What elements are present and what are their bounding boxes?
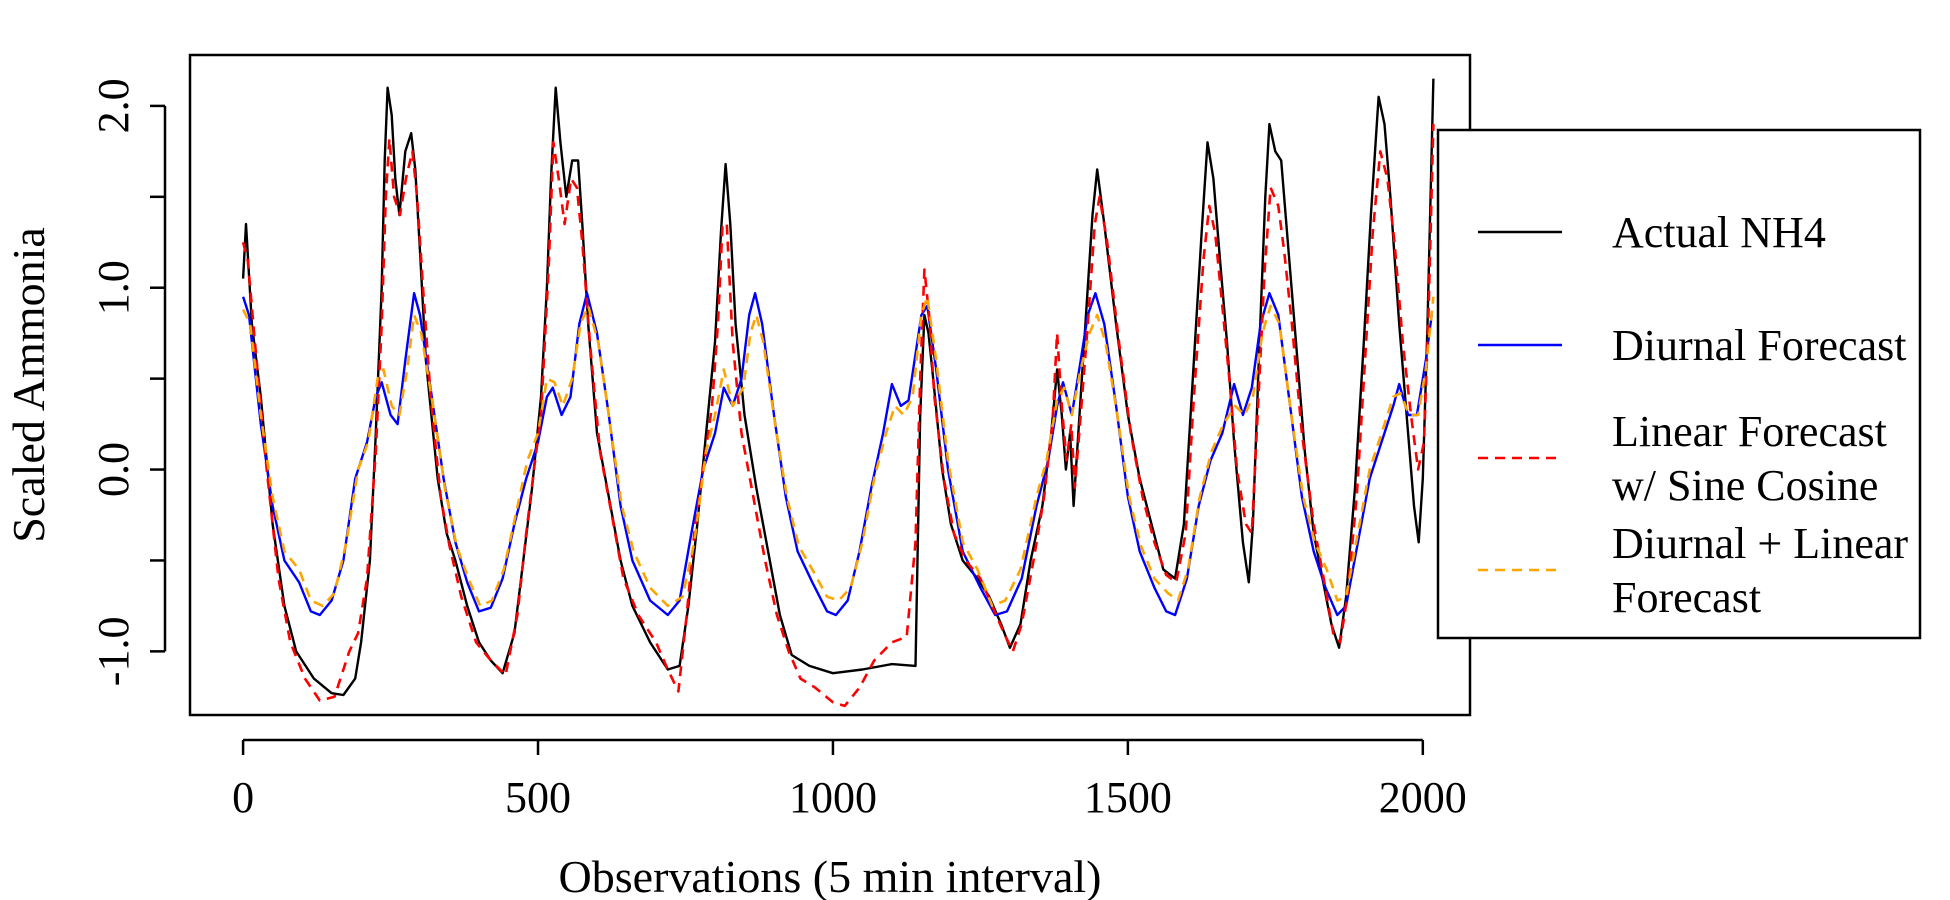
legend-label: Diurnal Forecast bbox=[1612, 321, 1906, 370]
series-layer bbox=[241, 78, 1435, 708]
legend-label: Linear Forecast bbox=[1612, 407, 1887, 456]
legend-label: Diurnal + Linear bbox=[1612, 519, 1908, 568]
x-axis: 0 500 1000 1500 2000 bbox=[232, 738, 1467, 822]
y-tick-label: 0.0 bbox=[89, 442, 138, 497]
x-axis-title: Observations (5 min interval) bbox=[559, 851, 1102, 900]
y-axis-title: Scaled Ammonia bbox=[3, 227, 54, 543]
y-tick-label: -1.0 bbox=[89, 617, 138, 687]
legend-box bbox=[1436, 128, 1922, 640]
legend-label: Forecast bbox=[1612, 573, 1761, 622]
x-tick-label: 1500 bbox=[1084, 773, 1172, 822]
legend: Actual NH4 Diurnal Forecast Linear Forecas… bbox=[1436, 128, 1922, 640]
y-tick-label: 1.0 bbox=[89, 260, 138, 315]
x-tick-label: 2000 bbox=[1379, 773, 1467, 822]
series-line-2 bbox=[241, 124, 1435, 708]
y-tick-label: 2.0 bbox=[89, 78, 138, 133]
legend-label: w/ Sine Cosine bbox=[1612, 461, 1878, 510]
x-tick-label: 1000 bbox=[789, 773, 877, 822]
x-tick-label: 500 bbox=[505, 773, 571, 822]
y-axis: -1.0 0.0 1.0 2.0 bbox=[89, 78, 167, 687]
legend-label: Actual NH4 bbox=[1612, 208, 1826, 257]
series-line-3 bbox=[241, 295, 1435, 608]
x-tick-label: 0 bbox=[232, 773, 254, 822]
